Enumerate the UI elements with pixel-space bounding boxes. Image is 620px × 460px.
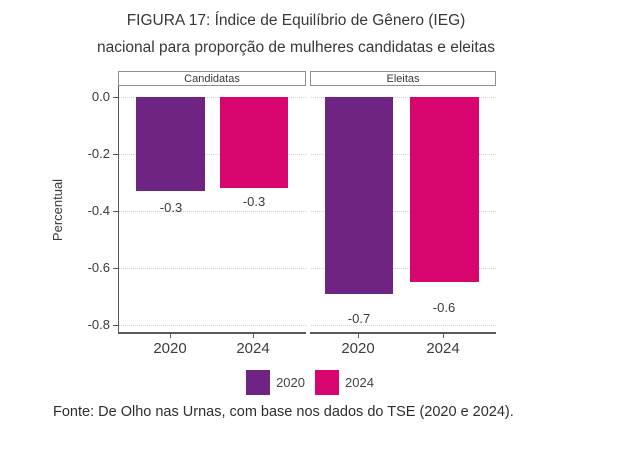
chart-title-line2: nacional para proporção de mulheres cand… xyxy=(96,39,496,56)
y-tick-mark xyxy=(113,211,118,212)
legend-swatch-2020 xyxy=(246,370,271,395)
y-tick-label: -0.6 xyxy=(87,260,110,275)
y-tick-mark xyxy=(113,268,118,269)
gridline xyxy=(311,154,496,155)
facet-strip-eleitas: Eleitas xyxy=(310,71,496,86)
bar-value-label: -0.7 xyxy=(347,311,371,326)
x-tick-mark xyxy=(443,334,444,338)
bar-candidatas-2020 xyxy=(136,97,205,191)
bar-value-label: -0.3 xyxy=(242,194,266,209)
gridline xyxy=(119,268,306,269)
x-tick-label: 2024 xyxy=(426,340,460,357)
y-tick-label: -0.8 xyxy=(87,317,110,332)
gridline xyxy=(311,268,496,269)
bar-eleitas-2024 xyxy=(410,97,479,282)
bar-candidatas-2024 xyxy=(220,97,288,188)
facet-strip-label: Eleitas xyxy=(386,72,420,85)
x-axis-line-eleitas xyxy=(310,332,496,334)
gridline xyxy=(119,154,306,155)
bar-value-label: -0.6 xyxy=(432,300,456,315)
x-tick-mark xyxy=(253,334,254,338)
facet-strip-label: Candidatas xyxy=(184,72,240,85)
chart-legend: 2020 2024 xyxy=(0,370,620,395)
bar-eleitas-2020 xyxy=(325,97,393,294)
x-tick-label: 2024 xyxy=(236,340,270,357)
x-tick-label: 2020 xyxy=(341,340,375,357)
page-title: FIGURA 17: Índice de Equilíbrio de Gêner… xyxy=(10,10,582,59)
y-tick-mark xyxy=(113,325,118,326)
gridline xyxy=(311,211,496,212)
legend-item-2024: 2024 xyxy=(315,370,374,395)
gridline xyxy=(119,325,306,326)
y-axis-title: Percentual xyxy=(50,178,65,242)
chart-title-line1: FIGURA 17: Índice de Equilíbrio de Gêner… xyxy=(126,12,466,29)
legend-label: 2024 xyxy=(345,375,374,390)
y-axis-line xyxy=(118,86,119,333)
y-tick-label: -0.2 xyxy=(87,146,110,161)
gridline xyxy=(119,97,306,98)
legend-swatch-2024 xyxy=(315,370,339,395)
gridline xyxy=(311,97,496,98)
gridline xyxy=(311,325,496,326)
legend-item-2020: 2020 xyxy=(246,370,305,395)
source-note: Fonte: De Olho nas Urnas, com base nos d… xyxy=(53,404,514,420)
y-tick-label: 0.0 xyxy=(91,89,110,104)
x-tick-label: 2020 xyxy=(153,340,187,357)
legend-label: 2020 xyxy=(276,375,305,390)
bar-value-label: -0.3 xyxy=(159,200,183,215)
x-tick-mark xyxy=(358,334,359,338)
x-tick-mark xyxy=(170,334,171,338)
y-tick-mark xyxy=(113,97,118,98)
facet-strip-candidatas: Candidatas xyxy=(118,71,306,86)
x-axis-line-candidatas xyxy=(118,332,306,334)
y-tick-label: -0.4 xyxy=(87,203,110,218)
gridline xyxy=(119,211,306,212)
y-tick-mark xyxy=(113,154,118,155)
